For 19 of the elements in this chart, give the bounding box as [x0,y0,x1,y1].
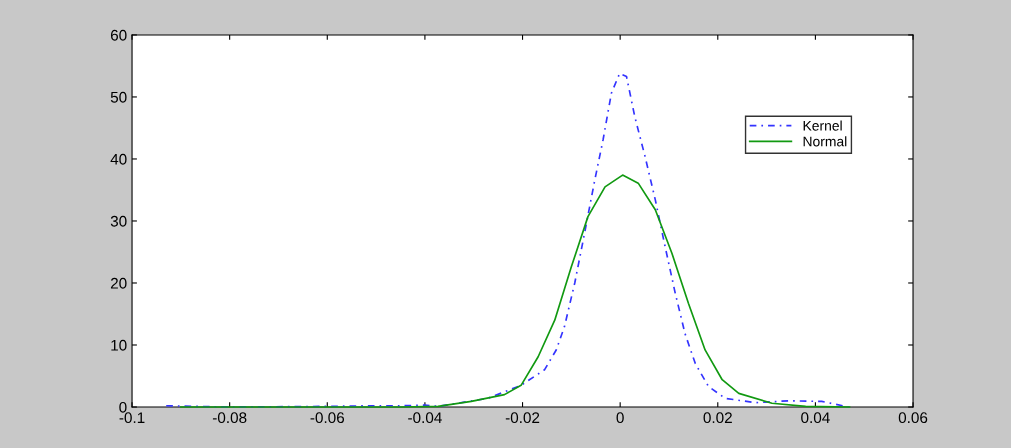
x-tick-label: -0.08 [212,412,247,424]
y-tick-label: 0 [119,401,127,413]
line-series [180,174,851,408]
y-tick-label: 60 [110,29,127,41]
x-tick-label: 0.06 [898,412,928,424]
y-tick-label: 50 [110,91,127,103]
x-tick-label: -0.1 [119,412,145,424]
y-tick-label: 40 [110,153,127,165]
x-tick-label: 0.04 [801,412,830,424]
y-tick-label: 10 [111,339,127,351]
legend-label: Normal [803,136,847,147]
x-tick-label: -0.06 [310,412,345,424]
x-tick-label: 0.02 [703,412,732,424]
x-tick-label: -0.02 [505,412,540,424]
y-tick-label: 20 [110,277,127,289]
x-tick-label: -0.04 [408,412,442,424]
y-tick-label: 30 [110,215,127,227]
legend-label: Kernel [803,120,842,131]
x-tick-label: 0 [616,412,624,424]
